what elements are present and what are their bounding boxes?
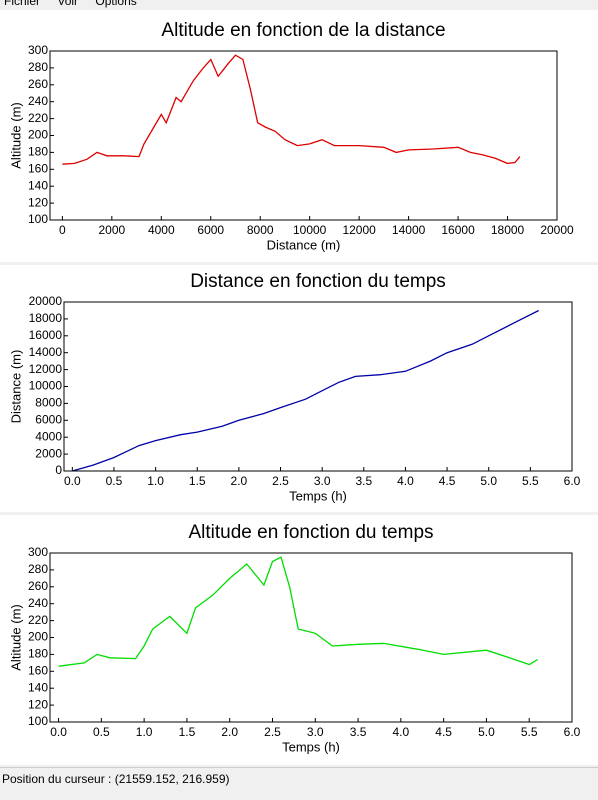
y-tick-label: 280 (28, 60, 48, 74)
y-tick-label: 180 (28, 647, 48, 661)
x-tick-label: 0.5 (93, 725, 110, 739)
y-tick-label: 120 (28, 697, 48, 711)
y-tick-label: 14000 (29, 345, 63, 359)
y-tick-label: 260 (28, 579, 48, 593)
y-tick-label: 18000 (29, 311, 63, 325)
x-tick-label: 0 (59, 223, 66, 237)
y-tick-label: 200 (28, 630, 48, 644)
y-tick-label: 140 (28, 178, 48, 192)
x-tick-label: 5.0 (480, 474, 497, 488)
x-tick-label: 1.0 (136, 725, 153, 739)
y-tick-label: 300 (28, 545, 48, 559)
y-tick-label: 180 (28, 145, 48, 159)
plot-frame (63, 301, 573, 472)
x-axis-label: Temps (h) (289, 488, 347, 503)
menu-item[interactable]: Fichier (4, 0, 41, 8)
x-tick-label: 2.0 (221, 725, 238, 739)
x-tick-label: 4.5 (435, 725, 452, 739)
y-tick-label: 220 (28, 613, 48, 627)
y-tick-label: 10000 (29, 379, 63, 393)
x-tick-label: 6.0 (564, 725, 581, 739)
y-tick-label: 280 (28, 562, 48, 576)
x-tick-label: 0.0 (50, 725, 67, 739)
x-tick-label: 3.5 (350, 725, 367, 739)
y-tick-label: 240 (28, 596, 48, 610)
data-line (72, 309, 539, 472)
y-tick-label: 300 (28, 43, 48, 57)
status-bar: Position du curseur : (21559.152, 216.95… (0, 767, 598, 790)
chart-title: Distance en fonction du temps (190, 271, 446, 292)
x-tick-label: 14000 (392, 223, 426, 237)
y-tick-label: 2000 (35, 446, 62, 460)
y-tick-label: 0 (55, 463, 62, 477)
x-tick-label: 2.5 (264, 725, 281, 739)
chart-title: Altitude en fonction de la distance (161, 20, 445, 41)
y-tick-label: 12000 (29, 362, 63, 376)
menu-item[interactable]: Voir (57, 0, 79, 8)
chart-title: Altitude en fonction du temps (188, 522, 433, 543)
x-tick-label: 5.0 (478, 725, 495, 739)
x-tick-label: 3.5 (355, 474, 372, 488)
menu-bar: Fichier Voir Options (4, 0, 151, 8)
x-tick-label: 4.0 (393, 725, 410, 739)
x-tick-label: 2.5 (272, 474, 289, 488)
y-tick-label: 8000 (35, 396, 62, 410)
plot-frame (49, 552, 573, 723)
x-tick-label: 2000 (98, 223, 125, 237)
charts: Altitude en fonction de la distance 100 12… (0, 10, 598, 765)
y-axis-label: Altitude (m) (8, 604, 23, 670)
x-tick-label: 6.0 (564, 474, 581, 488)
x-tick-label: 16000 (441, 223, 475, 237)
y-tick-label: 160 (28, 663, 48, 677)
y-tick-label: 160 (28, 161, 48, 175)
y-axis-label: Distance (m) (8, 350, 23, 424)
x-tick-label: 10000 (293, 223, 327, 237)
x-tick-label: 12000 (342, 223, 376, 237)
x-tick-label: 3.0 (307, 725, 324, 739)
x-tick-label: 1.5 (179, 725, 196, 739)
x-tick-label: 4000 (148, 223, 175, 237)
x-tick-label: 20000 (540, 223, 574, 237)
plot-frame (49, 50, 558, 221)
y-tick-label: 120 (28, 195, 48, 209)
x-tick-label: 1.0 (147, 474, 164, 488)
data-line (62, 54, 521, 165)
x-tick-label: 3.0 (314, 474, 331, 488)
x-tick-label: 18000 (491, 223, 525, 237)
y-tick-label: 140 (28, 680, 48, 694)
y-tick-label: 200 (28, 128, 48, 142)
y-axis-label: Altitude (m) (8, 102, 23, 168)
y-tick-label: 16000 (29, 328, 63, 342)
panel (0, 515, 598, 765)
y-tick-label: 6000 (35, 412, 62, 426)
y-tick-label: 4000 (35, 429, 62, 443)
x-tick-label: 4.0 (397, 474, 414, 488)
x-axis-label: Temps (h) (282, 739, 340, 754)
y-tick-label: 100 (28, 212, 48, 226)
x-axis-label: Distance (m) (267, 237, 341, 252)
x-tick-label: 6000 (197, 223, 224, 237)
y-tick-label: 220 (28, 111, 48, 125)
x-tick-label: 1.5 (189, 474, 206, 488)
x-tick-label: 4.5 (439, 474, 456, 488)
x-tick-label: 5.5 (522, 474, 539, 488)
x-tick-label: 0.0 (64, 474, 81, 488)
x-tick-label: 5.5 (521, 725, 538, 739)
y-tick-label: 240 (28, 94, 48, 108)
y-tick-label: 260 (28, 77, 48, 91)
y-tick-label: 100 (28, 714, 48, 728)
data-line (58, 556, 539, 667)
x-tick-label: 8000 (247, 223, 274, 237)
x-tick-label: 2.0 (231, 474, 248, 488)
menu-item[interactable]: Options (95, 0, 137, 8)
x-tick-label: 0.5 (106, 474, 123, 488)
y-tick-label: 20000 (29, 294, 63, 308)
